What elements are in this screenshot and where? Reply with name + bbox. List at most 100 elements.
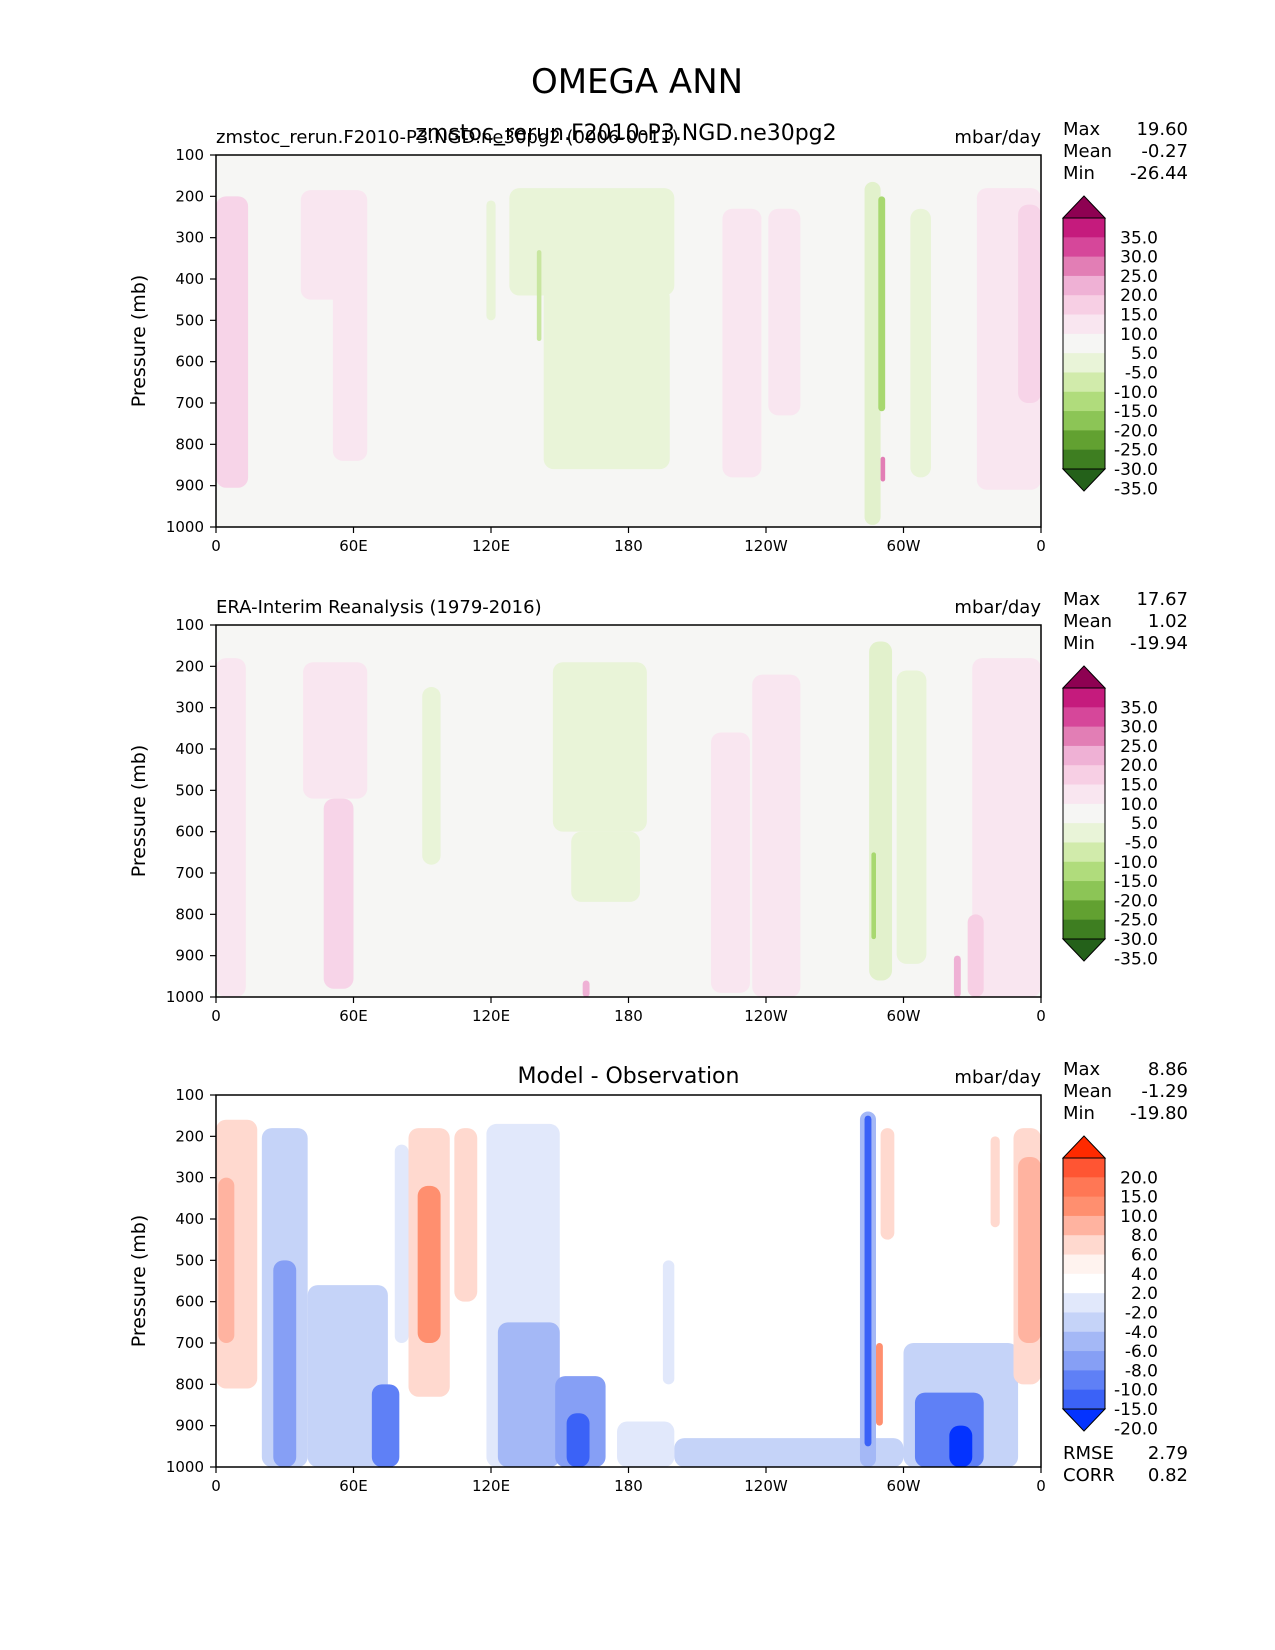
- colorbar-label: -35.0: [1114, 479, 1158, 499]
- contour-region: [394, 1144, 409, 1343]
- contour-region: [323, 798, 354, 989]
- colorbar: 35.030.025.020.015.010.05.0-5.0-10.0-15.…: [1061, 665, 1158, 969]
- colorbar-segment: [1063, 1177, 1105, 1198]
- colorbar-label: -15.0: [1114, 402, 1158, 422]
- colorbar-frame: [1062, 687, 1106, 940]
- colorbar-segment: [1063, 1215, 1105, 1236]
- contour-region: [1018, 1157, 1041, 1343]
- colorbar-segment: [1063, 1293, 1105, 1313]
- colorbar-segment: [1063, 391, 1105, 412]
- contour-region: [332, 190, 368, 461]
- contour-region: [582, 980, 590, 997]
- colorbar-segment: [1063, 275, 1105, 296]
- contour-fills: [216, 641, 1041, 997]
- y-tick-label: 100: [175, 146, 204, 164]
- y-tick-label: 700: [175, 1334, 204, 1352]
- colorbar-segment: [1063, 353, 1105, 373]
- panel-reference: 0 60E 120E 180 120W 60W 0 100 200 300 400 500 600 700…: [128, 589, 1188, 1025]
- y-tick-label: 1000: [166, 1458, 204, 1476]
- contour-region: [990, 1136, 1000, 1228]
- y-tick-label: 1000: [166, 518, 204, 536]
- x-tick-label: 120E: [472, 1007, 510, 1025]
- contour-region: [417, 1185, 441, 1343]
- y-tick-label: 100: [175, 1086, 204, 1104]
- colorbar-segment: [1063, 1351, 1105, 1371]
- x-tick-label: 60W: [887, 1007, 921, 1025]
- x-tick-label: 0: [1036, 1007, 1046, 1025]
- colorbar-segment: [1063, 411, 1105, 431]
- y-tick-label: 800: [175, 905, 204, 923]
- contour-region: [273, 1260, 297, 1467]
- contour-region: [454, 1128, 478, 1302]
- contour-region: [216, 658, 246, 997]
- colorbar-frame: [1062, 217, 1106, 470]
- colorbar-segment: [1063, 707, 1105, 728]
- y-axis-label: Pressure (mb): [128, 275, 150, 408]
- contour-region: [571, 831, 640, 902]
- contour-region: [674, 1438, 904, 1467]
- contour-region: [536, 250, 542, 341]
- contour-region: [864, 1115, 872, 1447]
- x-tick-label: 60W: [887, 1477, 921, 1495]
- colorbar-extend-max: [1061, 1135, 1107, 1159]
- colorbar-segment: [1063, 1312, 1105, 1333]
- colorbar-label: 10.0: [1120, 795, 1158, 815]
- colorbar-segment: [1063, 803, 1105, 824]
- colorbar-label: -10.0: [1114, 853, 1158, 873]
- contour-region: [896, 670, 927, 964]
- colorbar-label: -10.0: [1114, 383, 1158, 403]
- colorbar-segment: [1063, 1370, 1105, 1391]
- stat-value: 1.02: [1148, 611, 1188, 632]
- stat-value: -0.27: [1141, 141, 1188, 162]
- contour-fills: [216, 1111, 1041, 1467]
- colorbar-label: -4.0: [1125, 1323, 1158, 1343]
- contour-region: [972, 658, 1041, 997]
- stat-label: Mean: [1063, 1081, 1112, 1102]
- colorbar: 35.030.025.020.015.010.05.0-5.0-10.0-15.…: [1061, 195, 1158, 499]
- colorbar: 20.015.010.08.06.04.02.0-2.0-4.0-6.0-8.0…: [1061, 1135, 1158, 1439]
- contour-region: [486, 200, 496, 321]
- colorbar-extend-min: [1061, 1408, 1107, 1432]
- contour-region: [303, 662, 368, 799]
- colorbar-label: 2.0: [1131, 1284, 1158, 1304]
- colorbar-extend-min: [1061, 938, 1107, 962]
- colorbar-segment: [1063, 256, 1105, 277]
- x-tick-label: 0: [211, 1477, 221, 1495]
- x-tick-label: 120W: [744, 1477, 788, 1495]
- y-tick-label: 200: [175, 187, 204, 205]
- stat-label: Mean: [1063, 141, 1112, 162]
- y-tick-label: 500: [175, 781, 204, 799]
- y-tick-label: 400: [175, 1210, 204, 1228]
- contour-region: [543, 287, 670, 470]
- stat-value: -19.80: [1130, 1103, 1188, 1124]
- stat-value: -1.29: [1141, 1081, 1188, 1102]
- y-tick-label: 300: [175, 1169, 204, 1187]
- panel-difference: 0 60E 120E 180 120W 60W 0 100 200 300 400 500 600 700…: [128, 1059, 1188, 1495]
- y-tick-label: 700: [175, 864, 204, 882]
- panel-center-title: Model - Observation: [518, 1064, 740, 1089]
- contour-region: [711, 732, 750, 993]
- contour-region: [864, 181, 881, 525]
- y-axis-label: Pressure (mb): [128, 1215, 150, 1348]
- stat-value: -19.94: [1130, 633, 1188, 654]
- colorbar-segment: [1063, 314, 1105, 335]
- colorbar-label: 5.0: [1131, 814, 1158, 834]
- colorbar-label: 10.0: [1120, 1207, 1158, 1227]
- stat-label: Max: [1063, 119, 1101, 140]
- contour-region: [752, 674, 801, 997]
- y-tick-label: 900: [175, 947, 204, 965]
- stat-value: 19.60: [1136, 119, 1188, 140]
- panel-left-title: ERA-Interim Reanalysis (1979-2016): [216, 597, 542, 618]
- x-tick-label: 120E: [472, 537, 510, 555]
- colorbar-label: -8.0: [1125, 1361, 1158, 1381]
- contour-region: [910, 208, 931, 478]
- figure-overlay-title: zmstoc_rerun.F2010-P3.NGD.ne30pg2: [415, 121, 836, 146]
- colorbar-label: 35.0: [1120, 698, 1158, 718]
- colorbar-segment: [1063, 784, 1105, 805]
- contour-region: [552, 662, 647, 832]
- panel-units: mbar/day: [954, 597, 1041, 618]
- colorbar-segment: [1063, 1196, 1105, 1217]
- x-tick-label: 120W: [744, 1007, 788, 1025]
- colorbar-label: -30.0: [1114, 460, 1158, 480]
- colorbar-segment: [1063, 842, 1105, 863]
